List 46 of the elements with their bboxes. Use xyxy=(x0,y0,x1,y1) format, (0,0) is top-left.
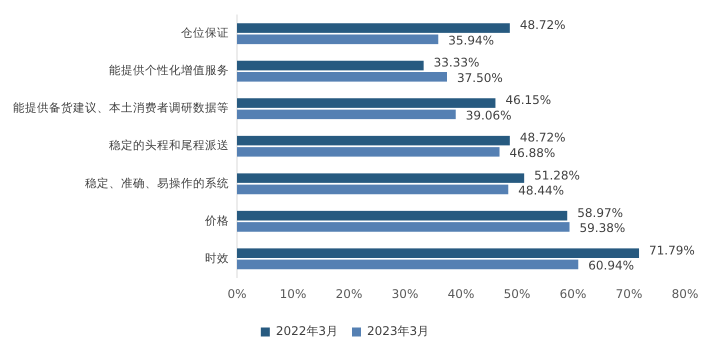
data-label: 35.94% xyxy=(448,33,494,48)
data-label: 51.28% xyxy=(534,168,580,182)
data-label: 39.06% xyxy=(466,108,512,122)
bar xyxy=(237,260,578,270)
x-tick-label: 40% xyxy=(448,286,474,301)
bar xyxy=(237,173,524,183)
bar xyxy=(237,72,447,82)
data-label: 46.15% xyxy=(505,93,552,108)
bar xyxy=(237,60,424,70)
bar xyxy=(237,98,496,108)
y-tick-label: 价格 xyxy=(204,213,229,228)
legend-label: 2023年3月 xyxy=(367,324,430,338)
bar xyxy=(237,248,640,258)
data-label: 33.33% xyxy=(434,56,480,70)
bar xyxy=(237,210,568,220)
y-tick-label: 能提供个性化增值服务 xyxy=(109,63,229,78)
data-label: 48.44% xyxy=(518,184,564,198)
bar xyxy=(237,34,438,44)
data-label: 71.79% xyxy=(649,243,695,258)
y-tick-label: 能提供备货建议、本土消费者调研数据等 xyxy=(13,100,229,115)
legend-label: 2022年3月 xyxy=(276,324,338,338)
x-tick-label: 50% xyxy=(504,286,530,301)
x-tick-label: 10% xyxy=(280,286,306,301)
data-label: 46.88% xyxy=(510,146,556,160)
x-tick-label: 30% xyxy=(392,286,418,301)
x-tick-label: 70% xyxy=(616,286,642,301)
x-tick-label: 80% xyxy=(672,286,698,301)
data-label: 48.72% xyxy=(520,130,566,145)
data-label: 59.38% xyxy=(580,221,626,236)
bar xyxy=(237,184,508,194)
bar xyxy=(237,23,510,33)
y-tick-label: 稳定的头程和尾程派送 xyxy=(109,138,229,152)
x-tick-label: 0% xyxy=(227,286,247,301)
x-tick-label: 60% xyxy=(560,286,586,301)
data-label: 37.50% xyxy=(457,70,503,85)
data-label: 60.94% xyxy=(588,258,634,273)
bar xyxy=(237,110,456,120)
x-tick-label: 20% xyxy=(336,286,362,301)
bar xyxy=(237,136,510,146)
y-tick-label: 稳定、准确、易操作的系统 xyxy=(85,176,229,190)
y-tick-label: 仓位保证 xyxy=(181,26,229,40)
data-label: 58.97% xyxy=(577,206,623,220)
y-tick-label: 时效 xyxy=(205,250,229,265)
bar xyxy=(237,222,570,232)
data-label: 48.72% xyxy=(520,18,566,32)
bar xyxy=(237,147,500,157)
